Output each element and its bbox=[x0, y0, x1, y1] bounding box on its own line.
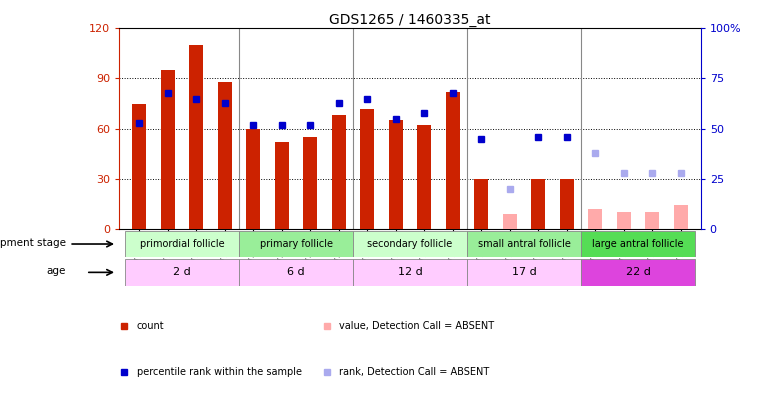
Bar bbox=[132, 104, 146, 229]
Text: 2 d: 2 d bbox=[173, 267, 191, 277]
Text: primordial follicle: primordial follicle bbox=[139, 239, 224, 249]
Bar bbox=[189, 45, 203, 229]
Bar bbox=[125, 231, 239, 257]
Bar bbox=[503, 214, 517, 229]
Text: development stage: development stage bbox=[0, 238, 65, 248]
Bar bbox=[674, 205, 688, 229]
Bar bbox=[275, 142, 289, 229]
Bar bbox=[353, 259, 467, 286]
Text: 12 d: 12 d bbox=[397, 267, 423, 277]
Bar bbox=[125, 259, 239, 286]
Bar bbox=[161, 70, 175, 229]
Text: 22 d: 22 d bbox=[625, 267, 651, 277]
Title: GDS1265 / 1460335_at: GDS1265 / 1460335_at bbox=[330, 13, 490, 27]
Bar bbox=[581, 259, 695, 286]
Bar bbox=[239, 231, 353, 257]
Bar bbox=[645, 212, 659, 229]
Bar bbox=[467, 231, 581, 257]
Text: 6 d: 6 d bbox=[287, 267, 305, 277]
Bar bbox=[581, 231, 695, 257]
Bar bbox=[588, 209, 602, 229]
Text: primary follicle: primary follicle bbox=[259, 239, 333, 249]
Bar bbox=[218, 82, 232, 229]
Bar bbox=[303, 137, 317, 229]
Text: age: age bbox=[46, 266, 65, 276]
Text: percentile rank within the sample: percentile rank within the sample bbox=[136, 367, 302, 377]
Bar bbox=[467, 259, 581, 286]
Text: secondary follicle: secondary follicle bbox=[367, 239, 453, 249]
Text: value, Detection Call = ABSENT: value, Detection Call = ABSENT bbox=[340, 322, 494, 331]
Text: 17 d: 17 d bbox=[511, 267, 537, 277]
Bar bbox=[360, 109, 374, 229]
Bar bbox=[389, 120, 403, 229]
Bar bbox=[417, 125, 431, 229]
Bar bbox=[617, 212, 631, 229]
Bar bbox=[332, 115, 346, 229]
Text: large antral follicle: large antral follicle bbox=[592, 239, 684, 249]
Text: count: count bbox=[136, 322, 164, 331]
Bar bbox=[446, 92, 460, 229]
Bar bbox=[474, 179, 488, 229]
Bar bbox=[531, 179, 545, 229]
Bar bbox=[560, 179, 574, 229]
Bar bbox=[246, 129, 260, 229]
Text: rank, Detection Call = ABSENT: rank, Detection Call = ABSENT bbox=[340, 367, 490, 377]
Bar bbox=[239, 259, 353, 286]
Bar bbox=[353, 231, 467, 257]
Text: small antral follicle: small antral follicle bbox=[477, 239, 571, 249]
